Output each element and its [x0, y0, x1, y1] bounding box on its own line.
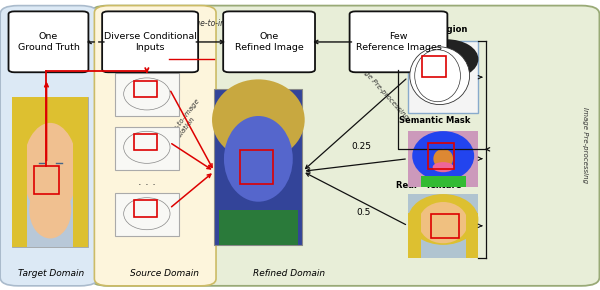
Text: 0.25: 0.25 — [351, 66, 371, 75]
Ellipse shape — [224, 116, 293, 202]
Ellipse shape — [412, 131, 474, 181]
FancyBboxPatch shape — [12, 97, 88, 247]
FancyBboxPatch shape — [94, 6, 216, 286]
FancyBboxPatch shape — [8, 11, 88, 72]
FancyBboxPatch shape — [466, 213, 478, 258]
FancyBboxPatch shape — [115, 193, 179, 236]
Ellipse shape — [419, 202, 468, 243]
FancyBboxPatch shape — [350, 11, 448, 72]
Text: · · ·: · · · — [138, 180, 156, 190]
FancyBboxPatch shape — [218, 210, 298, 244]
Ellipse shape — [410, 47, 470, 105]
FancyBboxPatch shape — [408, 194, 478, 258]
FancyBboxPatch shape — [421, 175, 466, 187]
FancyBboxPatch shape — [90, 6, 599, 286]
Text: Image-to-image Translation: Image-to-image Translation — [181, 19, 287, 28]
Text: Semantic Mask: Semantic Mask — [399, 116, 470, 125]
Text: Refined Domain: Refined Domain — [253, 269, 325, 278]
Text: Few
Reference Images: Few Reference Images — [356, 32, 442, 52]
Text: Diverse Conditional
Inputs: Diverse Conditional Inputs — [104, 32, 197, 52]
FancyBboxPatch shape — [0, 6, 98, 286]
Ellipse shape — [415, 50, 460, 102]
Text: One
Refined Image: One Refined Image — [235, 32, 304, 52]
FancyBboxPatch shape — [214, 89, 302, 244]
Text: 0.25: 0.25 — [351, 142, 371, 151]
Text: 0.5: 0.5 — [356, 208, 371, 217]
Text: Image Pre-processing: Image Pre-processing — [355, 60, 410, 120]
Text: Real   Texture: Real Texture — [396, 181, 461, 190]
Ellipse shape — [212, 79, 305, 160]
Ellipse shape — [433, 149, 453, 168]
Text: Binary region: Binary region — [403, 25, 467, 34]
FancyBboxPatch shape — [12, 97, 88, 180]
FancyBboxPatch shape — [12, 142, 28, 247]
FancyBboxPatch shape — [408, 41, 478, 113]
Ellipse shape — [415, 39, 478, 79]
Ellipse shape — [29, 182, 71, 238]
Ellipse shape — [433, 162, 454, 172]
Ellipse shape — [23, 123, 78, 216]
FancyBboxPatch shape — [115, 127, 179, 170]
FancyBboxPatch shape — [408, 213, 421, 258]
FancyBboxPatch shape — [102, 11, 198, 72]
Text: Source Domain: Source Domain — [130, 269, 199, 278]
FancyBboxPatch shape — [408, 130, 478, 187]
Ellipse shape — [408, 194, 478, 245]
FancyBboxPatch shape — [115, 73, 179, 116]
Text: Image-to-image
Translation: Image-to-image Translation — [163, 97, 207, 149]
FancyBboxPatch shape — [73, 142, 88, 247]
FancyBboxPatch shape — [223, 11, 315, 72]
Text: Target Domain: Target Domain — [19, 269, 85, 278]
Text: Image Pre-processing: Image Pre-processing — [581, 107, 587, 183]
Text: One
Ground Truth: One Ground Truth — [17, 32, 79, 52]
